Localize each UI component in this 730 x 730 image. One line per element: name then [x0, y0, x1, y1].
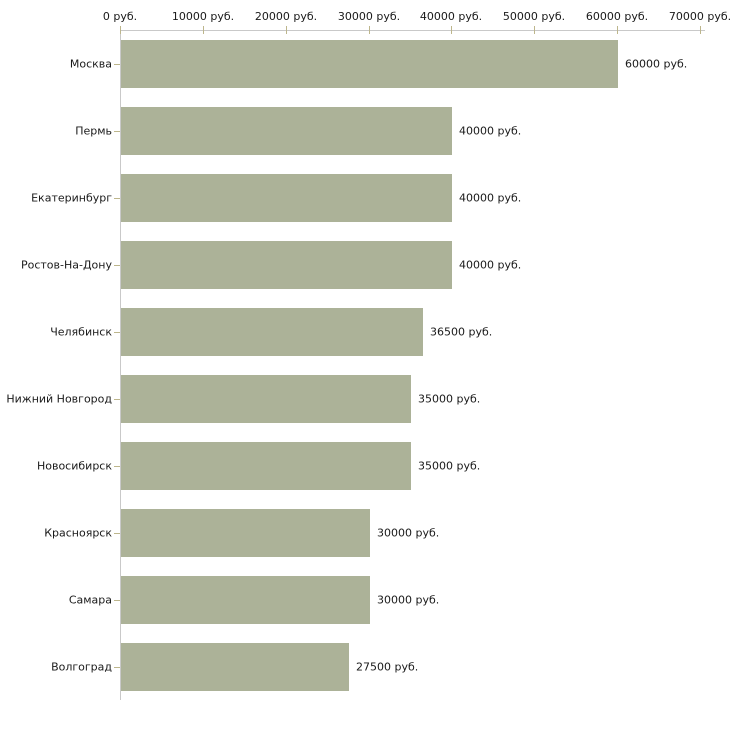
y-axis-tick: [114, 466, 120, 467]
x-axis-tick: [617, 26, 618, 34]
x-axis-tick-label: 60000 руб.: [585, 10, 649, 23]
bar: [121, 375, 411, 423]
x-axis-tick-label: 50000 руб.: [502, 10, 566, 23]
y-axis-tick: [114, 332, 120, 333]
bar: [121, 509, 370, 557]
y-axis-tick: [114, 64, 120, 65]
x-axis-tick: [120, 26, 121, 34]
y-axis-tick: [114, 131, 120, 132]
x-axis-tick-label: 20000 руб.: [254, 10, 318, 23]
x-axis-tick-label: 0 руб.: [102, 10, 138, 23]
value-label: 40000 руб.: [459, 124, 522, 138]
y-axis-tick: [114, 265, 120, 266]
category-label: Самара: [68, 593, 112, 607]
y-axis-line: [120, 30, 121, 700]
x-axis-tick: [286, 26, 287, 34]
value-label: 27500 руб.: [356, 660, 419, 674]
bar: [121, 40, 618, 88]
category-label: Новосибирск: [36, 459, 112, 473]
category-label: Пермь: [75, 124, 112, 138]
bar: [121, 442, 411, 490]
y-axis-tick: [114, 600, 120, 601]
bar: [121, 576, 370, 624]
x-axis-tick: [534, 26, 535, 34]
category-label: Волгоград: [51, 660, 112, 674]
value-label: 40000 руб.: [459, 258, 522, 272]
category-label: Ростов-На-Дону: [20, 258, 112, 272]
x-axis-tick-label: 30000 руб.: [337, 10, 401, 23]
x-axis-tick-label: 40000 руб.: [419, 10, 483, 23]
value-label: 60000 руб.: [625, 57, 688, 71]
bar: [121, 643, 349, 691]
x-axis-tick: [451, 26, 452, 34]
y-axis-tick: [114, 198, 120, 199]
bar: [121, 241, 452, 289]
bar: [121, 174, 452, 222]
y-axis-tick: [114, 399, 120, 400]
value-label: 30000 руб.: [377, 526, 440, 540]
value-label: 40000 руб.: [459, 191, 522, 205]
value-label: 35000 руб.: [418, 392, 481, 406]
category-label: Екатеринбург: [31, 191, 112, 205]
x-axis-tick: [700, 26, 701, 34]
category-label: Нижний Новгород: [6, 392, 112, 406]
x-axis-tick: [369, 26, 370, 34]
x-axis-tick: [203, 26, 204, 34]
value-label: 30000 руб.: [377, 593, 440, 607]
bar: [121, 107, 452, 155]
y-axis-tick: [114, 667, 120, 668]
value-label: 36500 руб.: [430, 325, 493, 339]
category-label: Красноярск: [44, 526, 112, 540]
x-axis-tick-label: 70000 руб.: [668, 10, 730, 23]
x-axis-tick-label: 10000 руб.: [171, 10, 235, 23]
bar: [121, 308, 423, 356]
x-axis-line: [120, 30, 705, 31]
value-label: 35000 руб.: [418, 459, 481, 473]
category-label: Челябинск: [50, 325, 112, 339]
y-axis-tick: [114, 533, 120, 534]
category-label: Москва: [69, 57, 112, 71]
